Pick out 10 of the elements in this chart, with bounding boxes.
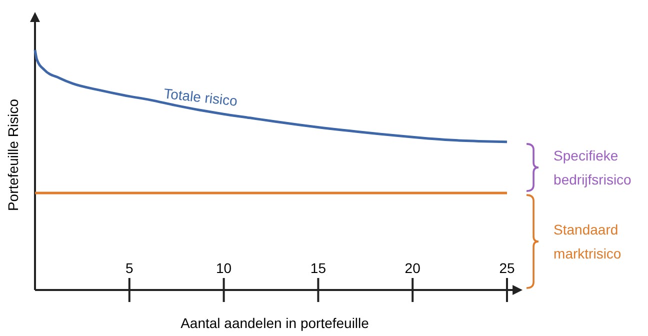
text: Totale risico	[163, 85, 238, 109]
text: Standaard marktrisico	[554, 222, 622, 262]
y-axis-title: Portefeuille Risico	[5, 98, 21, 212]
x-tick-label: 15	[310, 260, 326, 276]
x-axis-title: Aantal aandelen in portefeuille	[180, 315, 370, 331]
text: Specifieke bedrijfsrisico	[554, 147, 632, 188]
x-tick-label: 25	[499, 260, 515, 276]
x-tick-label: 10	[216, 260, 232, 276]
x-tick-label: 20	[404, 260, 421, 276]
x-tick-label: 5	[126, 260, 134, 276]
